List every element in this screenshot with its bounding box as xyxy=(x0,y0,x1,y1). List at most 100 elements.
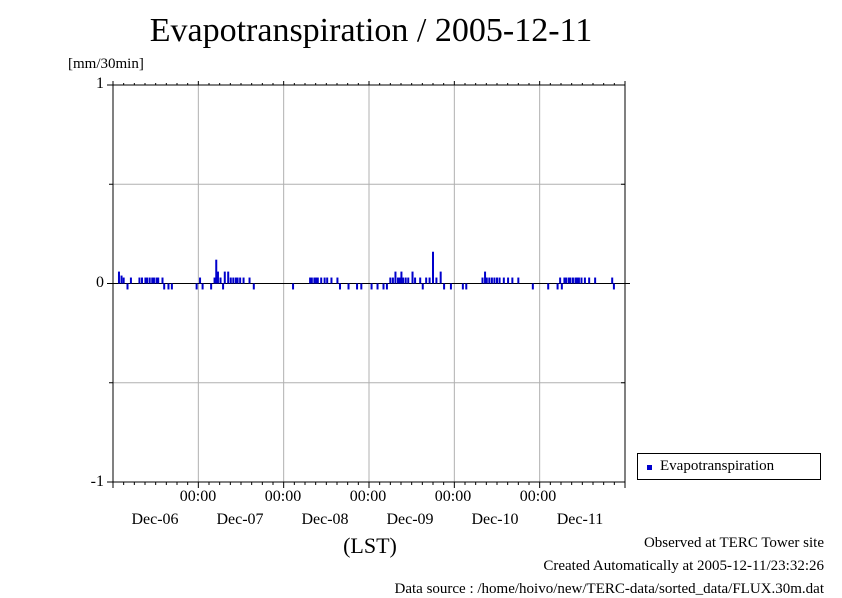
data-bar xyxy=(326,277,329,284)
data-bar xyxy=(227,271,230,284)
x-time-label: 00:00 xyxy=(179,488,217,505)
footer-site-note: Observed at TERC Tower site xyxy=(643,535,824,551)
data-bar xyxy=(490,277,493,284)
data-bar xyxy=(465,283,468,290)
data-bar xyxy=(428,277,431,284)
x-time-label: 00:00 xyxy=(519,488,557,505)
data-bar xyxy=(138,277,141,284)
data-bar xyxy=(517,277,520,284)
x-date-label: Dec-08 xyxy=(301,511,349,528)
data-bar xyxy=(323,277,326,284)
data-bar xyxy=(336,277,339,284)
data-bar xyxy=(292,283,295,290)
data-bar xyxy=(580,277,583,284)
data-bar xyxy=(511,277,514,284)
y-tick-label-bottom: -1 xyxy=(90,473,104,490)
x-date-label: Dec-07 xyxy=(216,511,264,528)
data-bar xyxy=(315,277,318,284)
data-bar xyxy=(484,271,487,284)
data-bar xyxy=(141,277,144,284)
data-bar xyxy=(571,277,574,284)
data-bar xyxy=(360,283,363,290)
data-bar xyxy=(611,277,614,284)
data-bar xyxy=(219,277,222,284)
data-bar xyxy=(397,277,400,284)
data-bar xyxy=(376,283,379,290)
data-bar xyxy=(313,277,316,284)
data-bar xyxy=(120,275,123,284)
data-bar xyxy=(117,271,120,284)
data-bar xyxy=(126,283,129,290)
data-bar xyxy=(485,277,488,284)
data-bar xyxy=(213,277,216,284)
data-bar xyxy=(167,283,170,290)
data-bar xyxy=(330,277,333,284)
data-bar xyxy=(569,277,572,284)
data-bar xyxy=(547,283,550,290)
data-bar xyxy=(347,283,350,290)
data-bar xyxy=(155,277,158,284)
data-bar xyxy=(161,277,164,284)
data-bar xyxy=(129,277,132,284)
data-bar xyxy=(122,277,125,284)
data-bar xyxy=(356,283,359,290)
data-bar xyxy=(316,277,319,284)
data-bar xyxy=(248,277,251,284)
data-bar xyxy=(502,277,505,284)
x-time-label: 00:00 xyxy=(349,488,387,505)
data-bar xyxy=(370,283,373,290)
data-bar xyxy=(170,283,173,290)
y-tick-label-top: 1 xyxy=(96,75,104,92)
x-time-label: 00:00 xyxy=(434,488,472,505)
data-bar xyxy=(215,259,218,284)
data-bar xyxy=(210,283,213,290)
data-bar xyxy=(421,283,424,290)
data-bar xyxy=(577,277,580,284)
data-bar xyxy=(583,277,586,284)
x-time-label: 00:00 xyxy=(264,488,302,505)
data-bar xyxy=(565,277,568,284)
data-bar xyxy=(414,277,417,284)
data-bar xyxy=(157,277,160,284)
footer-created-note: Created Automatically at 2005-12-11/23:3… xyxy=(543,558,824,574)
y-tick-label-zero: 0 xyxy=(96,274,104,291)
data-bar xyxy=(234,277,237,284)
data-bar xyxy=(481,277,484,284)
data-bar xyxy=(439,271,442,284)
legend: Evapotranspiration xyxy=(637,453,821,480)
x-axis-label: (LST) xyxy=(343,533,397,558)
data-bar xyxy=(338,283,341,290)
data-bar xyxy=(407,277,410,284)
data-bar xyxy=(498,277,501,284)
data-bar xyxy=(389,277,392,284)
data-bar xyxy=(567,277,570,284)
data-bar xyxy=(493,277,496,284)
data-bar xyxy=(594,277,597,284)
data-bar xyxy=(563,277,566,284)
data-bar xyxy=(488,277,491,284)
data-bar xyxy=(242,277,245,284)
data-bar xyxy=(435,277,438,284)
data-bar xyxy=(236,277,239,284)
data-bar xyxy=(507,277,510,284)
data-bar xyxy=(151,277,154,284)
data-bar xyxy=(461,283,464,290)
data-bar xyxy=(382,283,385,290)
data-bar xyxy=(163,283,166,290)
data-bar xyxy=(144,277,147,284)
data-bar xyxy=(398,277,401,284)
data-bar xyxy=(574,277,577,284)
x-date-label: Dec-09 xyxy=(386,511,434,528)
data-bar xyxy=(216,271,219,284)
data-bar xyxy=(588,277,591,284)
data-bar xyxy=(309,277,312,284)
footer-data-source: Data source : /home/hoivo/new/TERC-data/… xyxy=(394,581,825,597)
data-bar xyxy=(559,277,562,284)
data-bar xyxy=(310,277,313,284)
legend-label: Evapotranspiration xyxy=(660,458,775,474)
y-axis-unit-label: [mm/30min] xyxy=(68,56,144,72)
data-bar xyxy=(419,277,422,284)
data-bar xyxy=(612,283,615,290)
data-bar xyxy=(252,283,255,290)
